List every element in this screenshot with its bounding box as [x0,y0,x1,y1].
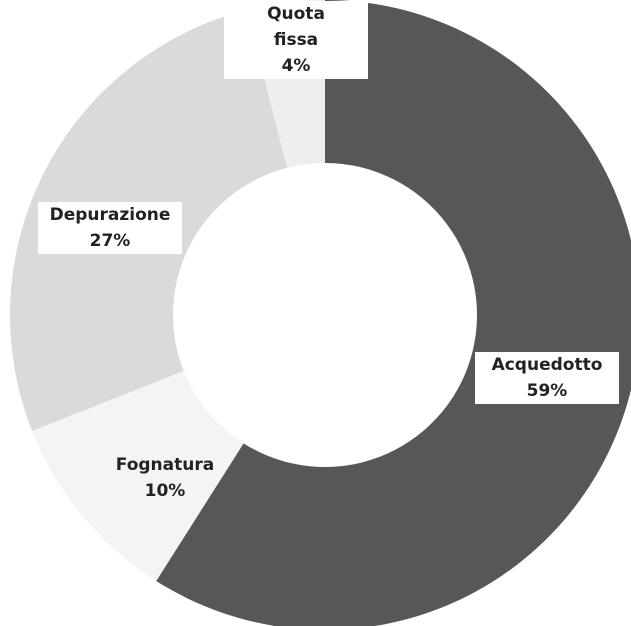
label-background [224,1,368,79]
slice-label: Fognatura [116,455,214,475]
slice-label: Acquedotto [492,355,603,375]
slice-value-label: 27% [90,231,131,251]
slice-label: Depurazione [50,205,171,225]
slice-label: fissa [274,30,318,50]
slice-label: Quota [267,4,325,24]
slice-value-label: 10% [145,481,186,501]
slice-value-label: 59% [527,381,568,401]
donut-segment [156,0,631,626]
slice-value-label: 4% [282,56,311,76]
donut-segment [32,370,244,581]
label-background [475,352,619,404]
label-background [38,202,182,254]
